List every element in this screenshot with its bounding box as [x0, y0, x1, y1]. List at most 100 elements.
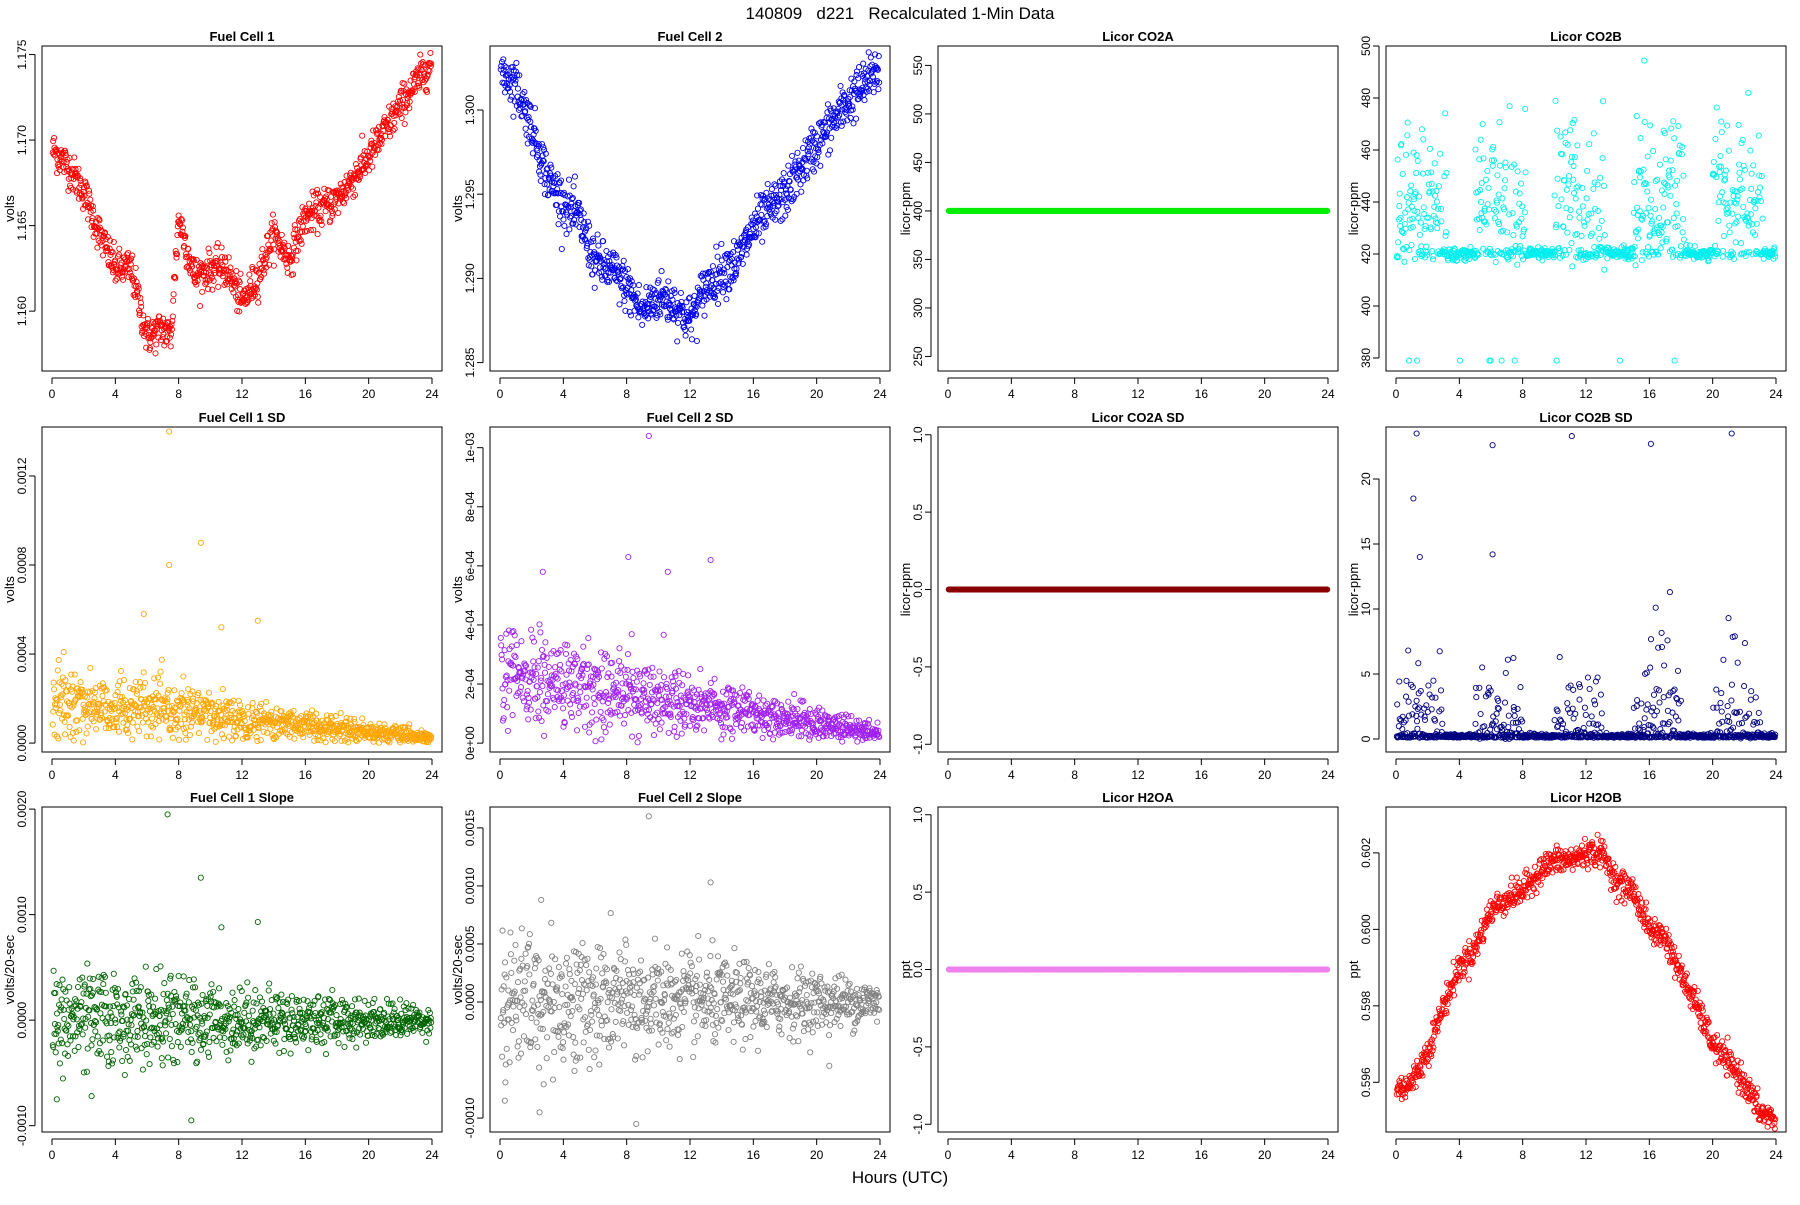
x-tick-label: 4 — [112, 768, 119, 782]
data-point — [556, 222, 561, 227]
data-point — [238, 271, 243, 276]
data-point — [196, 731, 201, 736]
data-point — [1579, 233, 1584, 238]
data-point — [536, 709, 541, 714]
data-point — [118, 668, 123, 673]
data-point — [689, 327, 694, 332]
data-point — [594, 717, 599, 722]
data-point — [418, 52, 423, 57]
data-point — [67, 724, 72, 729]
data-point — [593, 268, 598, 273]
y-tick-label: 250 — [911, 346, 925, 366]
data-point — [1493, 252, 1498, 257]
data-point — [206, 690, 211, 695]
data-point — [1734, 219, 1739, 224]
data-point — [509, 94, 514, 99]
data-point — [1648, 213, 1653, 218]
data-point — [220, 687, 225, 692]
data-point — [1515, 169, 1520, 174]
data-point — [1434, 199, 1439, 204]
x-tick-label: 8 — [1519, 387, 1526, 401]
data-point — [818, 163, 823, 168]
data-point — [319, 222, 324, 227]
data-point — [219, 245, 224, 250]
data-point — [590, 710, 595, 715]
data-point — [592, 285, 597, 290]
data-point — [1602, 267, 1607, 272]
data-point — [1756, 133, 1761, 138]
data-point — [51, 709, 56, 714]
data-points — [1394, 58, 1778, 363]
data-point — [52, 135, 57, 140]
data-point — [258, 738, 263, 743]
data-point — [1668, 158, 1673, 163]
data-point — [1597, 236, 1602, 241]
data-point — [1569, 160, 1574, 165]
data-point — [1585, 217, 1590, 222]
data-point — [1480, 122, 1485, 127]
data-point — [1500, 196, 1505, 201]
data-point — [264, 699, 269, 704]
data-point — [1676, 124, 1681, 129]
plot-frame — [42, 46, 442, 371]
data-point — [786, 163, 791, 168]
data-point — [871, 90, 876, 95]
data-point — [1680, 230, 1685, 235]
x-tick-label: 12 — [235, 387, 249, 401]
data-point — [1402, 259, 1407, 264]
data-point — [54, 171, 59, 176]
data-point — [1675, 178, 1680, 183]
data-point — [1599, 218, 1604, 223]
data-point — [1404, 152, 1409, 157]
data-point — [1518, 181, 1523, 186]
data-point — [71, 738, 76, 743]
data-point — [322, 186, 327, 191]
data-point — [538, 630, 543, 635]
data-point — [719, 241, 724, 246]
data-point — [315, 232, 320, 237]
data-point — [1552, 193, 1557, 198]
data-point — [336, 210, 341, 215]
data-point — [1438, 151, 1443, 156]
x-tick-label: 24 — [873, 387, 887, 401]
x-tick-label: 12 — [1579, 387, 1593, 401]
data-point — [1739, 241, 1744, 246]
data-point — [651, 733, 656, 738]
data-point — [360, 133, 365, 138]
data-point — [179, 691, 184, 696]
data-point — [1457, 358, 1462, 363]
data-point — [1563, 130, 1568, 135]
data-point — [1421, 137, 1426, 142]
y-tick-label: 0.0004 — [15, 635, 29, 672]
y-tick-label: 400 — [1359, 296, 1373, 316]
data-point — [1720, 190, 1725, 195]
data-point — [1749, 186, 1754, 191]
data-point — [315, 187, 320, 192]
data-point — [701, 277, 706, 282]
y-tick-label: 400 — [911, 201, 925, 221]
data-point — [1405, 133, 1410, 138]
data-point — [1719, 130, 1724, 135]
data-point — [1569, 241, 1574, 246]
panel-title: Fuel Cell 2 SD — [647, 410, 734, 425]
data-point — [526, 717, 531, 722]
data-point — [279, 232, 284, 237]
y-tick-label: 420 — [1359, 244, 1373, 264]
data-point — [1555, 176, 1560, 181]
data-point — [537, 169, 542, 174]
data-point — [1727, 223, 1732, 228]
panel-title: Fuel Cell 1 — [209, 29, 274, 44]
x-tick-label: 8 — [175, 387, 182, 401]
data-point — [1642, 119, 1647, 124]
data-point — [150, 716, 155, 721]
data-point — [659, 720, 664, 725]
data-point — [584, 695, 589, 700]
data-point — [1672, 358, 1677, 363]
data-points — [50, 50, 434, 356]
data-point — [1403, 210, 1408, 215]
